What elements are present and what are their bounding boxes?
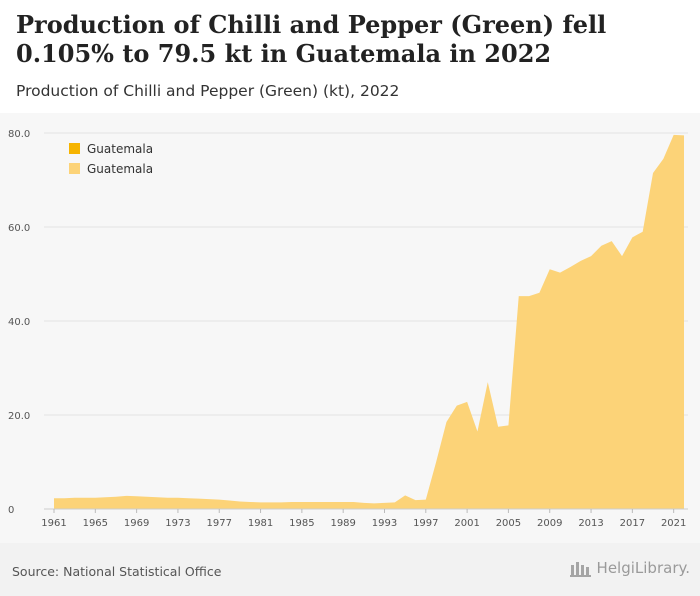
footer: Source: National Statistical Office Helg…	[0, 543, 700, 596]
legend-label: Guatemala	[87, 162, 153, 176]
x-tick-label: 1989	[330, 518, 355, 529]
source-note: Source: National Statistical Office	[12, 564, 221, 579]
x-tick-label: 2013	[578, 518, 603, 529]
series-area-guatemala	[54, 135, 684, 509]
x-tick-label: 2017	[620, 518, 645, 529]
y-tick-label: 40.0	[8, 317, 30, 328]
header: Production of Chilli and Pepper (Green) …	[0, 0, 700, 113]
y-tick-label: 80.0	[8, 129, 30, 140]
x-tick-label: 1961	[41, 518, 66, 529]
y-tick-label: 0	[8, 505, 14, 516]
x-tick-label: 2001	[454, 518, 479, 529]
library-building-icon	[570, 559, 592, 577]
x-tick-label: 2009	[537, 518, 562, 529]
x-tick-label: 1981	[248, 518, 273, 529]
y-tick-label: 20.0	[8, 411, 30, 422]
legend-swatch	[69, 163, 80, 174]
x-tick-label: 1977	[207, 518, 232, 529]
x-tick-label: 1993	[372, 518, 397, 529]
area-chart: 0 20.0 40.0 60.0 80.0 1961 1965 1969 1973 1977 198…	[0, 113, 700, 543]
x-tick-label: 1965	[83, 518, 108, 529]
legend-swatch	[69, 143, 80, 154]
chart-area: 0 20.0 40.0 60.0 80.0 1961 1965 1969 1973 1977 198…	[0, 113, 700, 543]
page-title: Production of Chilli and Pepper (Green) …	[16, 10, 696, 68]
brand-logo[interactable]: HelgiLibrary.	[570, 559, 690, 577]
x-tick-label: 2005	[496, 518, 521, 529]
x-tick-label: 1985	[289, 518, 314, 529]
x-tick-label: 1969	[124, 518, 149, 529]
y-tick-label: 60.0	[8, 223, 30, 234]
legend-label: Guatemala	[87, 142, 153, 156]
chart-subtitle: Production of Chilli and Pepper (Green) …	[16, 82, 399, 100]
x-tick-label: 1973	[165, 518, 190, 529]
x-tick-label: 2021	[661, 518, 686, 529]
brand-name: HelgiLibrary.	[597, 559, 690, 577]
x-tick-label: 1997	[413, 518, 438, 529]
